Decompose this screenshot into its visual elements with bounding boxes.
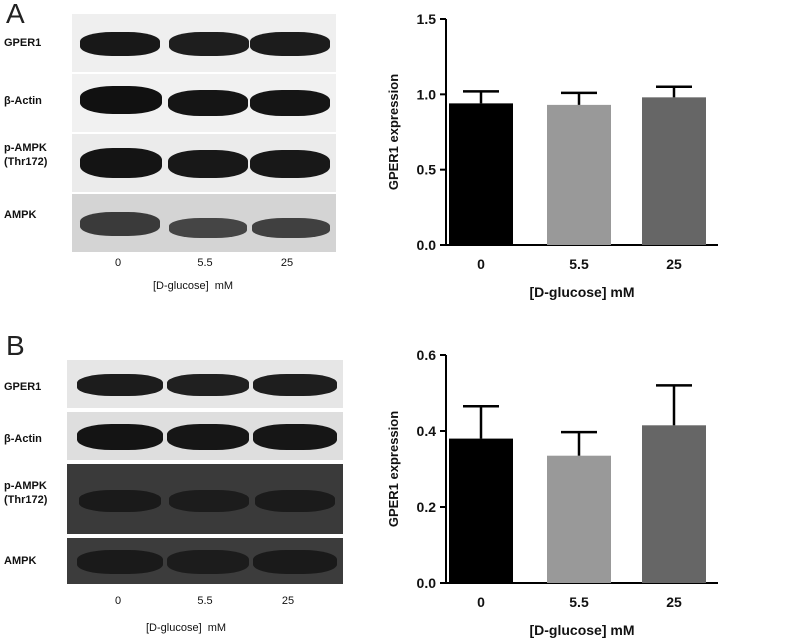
blot-label-pampk: p-AMPK (Thr172) [4,142,47,170]
y-tick-label: 1.5 [417,11,437,27]
band [77,374,163,396]
blot-x-axis-label: [D-glucose] mM [153,280,234,292]
band [167,374,249,396]
band [80,32,160,56]
y-tick-label: 0.6 [417,347,437,363]
band [252,218,330,238]
band [250,150,330,178]
x-tick-label: 5.5 [569,594,589,610]
blot-label-pampk-line1: p-AMPK [4,480,47,492]
panel-letter-a: A [6,0,25,29]
x-tick-label: 0 [477,256,485,272]
y-axis-label: GPER1 expression [386,411,401,527]
bar [547,104,611,245]
blot-label-gper1: GPER1 [4,37,42,49]
band [80,86,162,114]
x-axis-label: [D-glucose] mM [530,284,635,300]
blot-strip-ampk [67,538,343,584]
band [169,32,249,56]
x-tick-label: 5.5 [569,256,589,272]
band [250,90,330,116]
blot-lane-label: 25 [281,595,295,607]
blot-label-pampk-line2: (Thr172) [4,493,48,506]
bar [642,425,706,583]
bar [449,103,513,245]
band [168,90,248,116]
blot-strip-gper1 [67,360,343,408]
y-tick-label: 0.0 [417,575,437,591]
blot-lane-label: 5.5 [197,257,213,269]
blot-lane-label: 0 [114,257,122,269]
band [80,212,160,236]
x-tick-label: 25 [666,594,682,610]
band [250,32,330,56]
band [167,550,249,574]
bar [642,97,706,245]
blot-strip-actin [67,412,343,460]
blot-label-actin: β-Actin [4,95,42,107]
band [253,424,337,450]
y-tick-label: 0.0 [417,237,437,253]
band [80,148,162,178]
band [77,424,163,450]
blot-label-actin: β-Actin [4,433,42,445]
blot-strip-pampk [67,464,343,534]
blot-lane-label: 25 [280,257,294,269]
blot-label-ampk: AMPK [4,209,37,221]
y-axis-label: GPER1 expression [386,74,401,190]
blot-label-pampk: p-AMPK (Thr172) [4,480,47,508]
y-tick-label: 1.0 [417,86,437,102]
y-tick-label: 0.4 [417,423,437,439]
blot-lane-label: 0 [114,595,122,607]
panel-letter-b: B [6,330,25,361]
band [169,490,249,512]
blot-lane-label: 5.5 [197,595,213,607]
bar [547,455,611,583]
band [168,150,248,178]
x-tick-label: 25 [666,256,682,272]
band [253,550,337,574]
blot-label-ampk: AMPK [4,555,37,567]
band [255,490,335,512]
blot-label-pampk-line1: p-AMPK [4,142,47,154]
blot-strip-gper1 [72,14,336,72]
blot-strip-actin [72,74,336,132]
band [79,490,161,512]
band [169,218,247,238]
blot-label-pampk-line2: (Thr172) [4,155,48,168]
band [77,550,163,574]
band [167,424,249,450]
y-tick-label: 0.5 [417,162,437,178]
x-axis-label: [D-glucose] mM [530,622,635,638]
bar [449,438,513,583]
blot-x-axis-label: [D-glucose] mM [146,622,227,634]
y-tick-label: 0.2 [417,499,437,515]
x-tick-label: 0 [477,594,485,610]
blot-strip-ampk [72,194,336,252]
band [253,374,337,396]
blot-label-gper1: GPER1 [4,381,42,393]
blot-strip-pampk [72,134,336,192]
